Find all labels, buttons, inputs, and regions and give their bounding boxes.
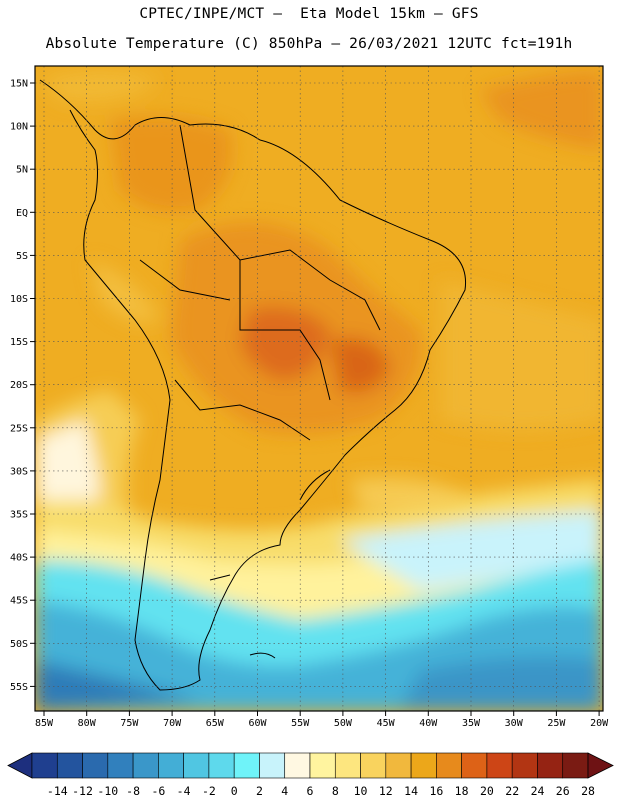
colorbar-swatch [208, 752, 235, 779]
colorbar-swatch [82, 752, 109, 779]
chart-subtitle: Absolute Temperature (C) 850hPa – 26/03/… [45, 36, 573, 52]
colorbar-swatch [436, 752, 462, 779]
colorbar-swatch [31, 752, 58, 779]
colorbar-label: 16 [429, 784, 443, 798]
lat-label: 55S [10, 682, 28, 693]
colorbar-label: 2 [256, 784, 263, 798]
colorbar-label: -4 [177, 784, 191, 798]
lat-label: 45S [10, 596, 28, 607]
colorbar-label: 6 [307, 784, 314, 798]
lon-label: 20W [590, 718, 609, 729]
colorbar-swatch [461, 752, 488, 779]
colorbar-swatch [334, 752, 361, 779]
colorbar-label: 0 [231, 784, 238, 798]
colorbar-swatch [486, 752, 513, 779]
lon-label: 80W [78, 718, 97, 729]
colorbar-label: 12 [379, 784, 393, 798]
lat-label: 35S [10, 510, 28, 521]
lat-label: 40S [10, 553, 28, 564]
lon-label: 35W [462, 718, 481, 729]
colorbar-swatch [511, 752, 538, 779]
colorbar-label: 4 [281, 784, 288, 798]
colorbar-label: 10 [354, 784, 368, 798]
lat-label: 10N [10, 122, 28, 133]
lat-label: 20S [10, 380, 28, 391]
colorbar-label: -10 [97, 784, 118, 798]
lon-label: 65W [206, 718, 225, 729]
temperature-field [35, 66, 603, 711]
lon-label: 45W [377, 718, 396, 729]
colorbar-under-arrow [7, 752, 33, 779]
lon-label: 40W [419, 718, 438, 729]
colorbar-label: 20 [480, 784, 494, 798]
colorbar-label: -12 [72, 784, 93, 798]
colorbar-swatch [284, 752, 311, 779]
lon-label: 75W [120, 718, 139, 729]
graticule [35, 66, 603, 711]
colorbar-swatch [233, 752, 260, 779]
colorbar: -14 -12 -10 -8 -6 -4 -2 0 2 4 6 8 10 12 14 16 18 20 22 24 26… [7, 752, 614, 798]
lon-label: 70W [163, 718, 182, 729]
lat-label: 25S [10, 423, 28, 434]
colorbar-swatch [107, 752, 134, 779]
colorbar-swatch [562, 752, 589, 779]
lon-label: 30W [505, 718, 524, 729]
lat-label: 15N [10, 79, 28, 90]
lon-label: 85W [35, 718, 54, 729]
lon-label: 60W [248, 718, 267, 729]
colorbar-swatch [385, 752, 412, 779]
map-frame [34, 65, 604, 712]
colorbar-label: -2 [202, 784, 216, 798]
coastlines [39, 79, 467, 691]
colorbar-label: -14 [47, 784, 68, 798]
colorbar-swatch [537, 752, 564, 779]
lat-label: 30S [10, 466, 28, 477]
lat-label: EQ [16, 208, 28, 219]
lat-label: 15S [10, 337, 28, 348]
colorbar-swatch [183, 752, 210, 779]
colorbar-label: 8 [332, 784, 339, 798]
colorbar-swatch [309, 752, 336, 779]
colorbar-swatch [410, 752, 437, 779]
colorbar-swatch [158, 752, 184, 779]
colorbar-swatch [56, 752, 83, 779]
colorbar-label: 18 [455, 784, 469, 798]
colorbar-swatch [132, 752, 159, 779]
lat-label: 50S [10, 639, 28, 650]
chart-title: CPTEC/INPE/MCT – Eta Model 15km – GFS [139, 6, 479, 22]
colorbar-label: -6 [151, 784, 165, 798]
colorbar-swatch [360, 752, 387, 779]
colorbar-label: -8 [126, 784, 140, 798]
colorbar-swatch [259, 752, 286, 779]
latitude-labels: 15N 10N 5N EQ 5S 10S 15S 20S 25S 30S 35S 40S 45S 50S 5… [10, 79, 35, 693]
lat-label: 5N [16, 165, 28, 176]
colorbar-label: 26 [556, 784, 570, 798]
lon-label: 50W [334, 718, 353, 729]
lat-label: 5S [16, 251, 28, 262]
longitude-labels: 85W 80W 75W 70W 65W 60W 55W 50W 45W 40W 35W 30W 25W 2… [35, 711, 609, 729]
colorbar-label: 14 [404, 784, 418, 798]
lon-label: 25W [547, 718, 566, 729]
colorbar-over-arrow [587, 752, 614, 779]
colorbar-label: 24 [531, 784, 545, 798]
lat-label: 10S [10, 294, 28, 305]
lon-label: 55W [291, 718, 310, 729]
colorbar-label: 28 [581, 784, 595, 798]
colorbar-label: 22 [505, 784, 519, 798]
